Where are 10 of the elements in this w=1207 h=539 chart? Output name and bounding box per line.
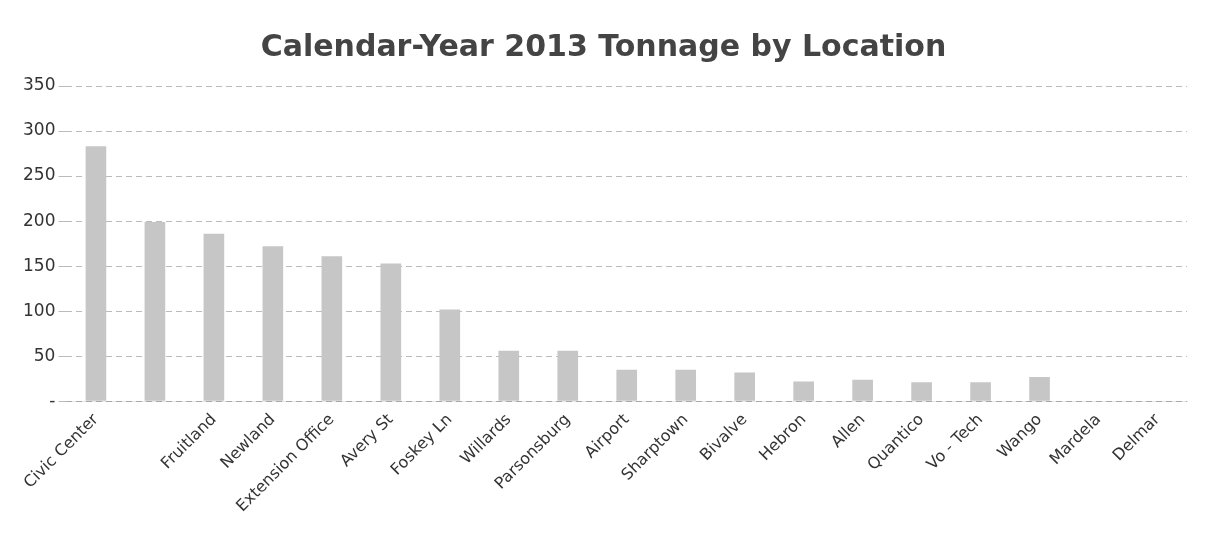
x-tick-label: Vo - Tech [922,409,987,474]
y-tick-label: 350 [22,74,56,95]
chart-title: Calendar-Year 2013 Tonnage by Location [260,27,947,63]
y-tick-label: 250 [22,164,56,185]
y-tick-label: 100 [22,299,56,320]
y-tick-label: 200 [22,209,56,230]
y-tick-label: 150 [22,254,56,275]
y-tick-label: 300 [22,119,56,140]
y-tick-label: 50 [33,344,56,365]
y-tick-label: - [49,389,56,410]
